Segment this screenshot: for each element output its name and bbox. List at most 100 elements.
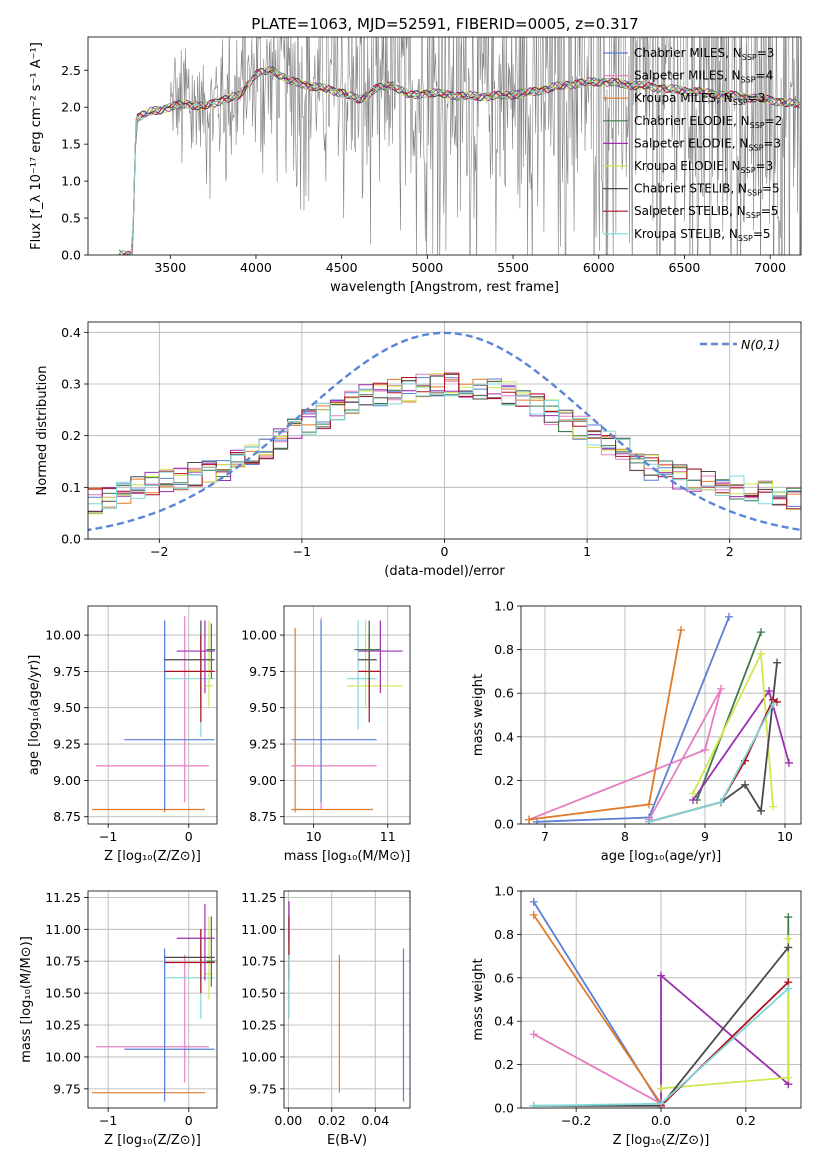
weight-marker: [717, 798, 725, 807]
weight-marker: [529, 910, 538, 919]
weight-marker: [773, 658, 781, 667]
y-tick-label: 0.0: [494, 817, 514, 832]
x-tick-label: 10: [306, 829, 322, 844]
x-tick-label: 0.00: [274, 1113, 302, 1128]
weight-marker: [725, 612, 733, 621]
y-tick-label: 9.75: [249, 1081, 277, 1096]
legend-label: Salpeter MILES, NSSP=4: [634, 69, 773, 85]
weight-marker: [757, 628, 765, 637]
legend-label: Chabrier MILES, NSSP=3: [634, 46, 774, 62]
weight-marker: [769, 802, 777, 811]
x-tick-label: 11: [380, 829, 396, 844]
y-tick-label: 0.6: [494, 686, 514, 701]
x-axis-label: (data-model)/error: [384, 564, 505, 579]
weight-marker: [769, 700, 777, 709]
plot-area-mass-vs-Z: [92, 903, 216, 1102]
axes-residuals: −2 −1 0 1 2 0.0 0.1 0.2 0.3 0.4 (data-model)/error…: [35, 321, 802, 579]
x-tick-label: 4500: [326, 260, 358, 275]
weight-marker: [784, 1073, 793, 1082]
weight-line: [528, 688, 722, 821]
y-tick-label: 8.75: [249, 809, 277, 824]
weight-marker: [529, 1101, 538, 1108]
x-tick-label: 6500: [669, 260, 701, 275]
y-tick-label: 8.75: [53, 809, 81, 824]
legend-label: Chabrier STELIB, NSSP=5: [634, 182, 780, 198]
x-tick-label: 0.04: [361, 1113, 389, 1128]
weight-marker: [645, 817, 653, 824]
axes-age-vs-Z: −1 0 8.75 9.00 9.25 9.50 9.75 10.00 Z [log₁₀(Z/Z…: [27, 605, 218, 864]
legend-label: Salpeter ELODIE, NSSP=3: [634, 136, 781, 152]
axes-mass-vs-EBV: 0.00 0.02 0.04 9.75 10.00 10.25 10.50 10.75 11.0…: [241, 890, 411, 1148]
weight-marker: [741, 780, 749, 789]
axes-frame: [283, 890, 411, 1109]
y-tick-label: 10.00: [45, 628, 81, 643]
weight-marker: [645, 800, 653, 809]
x-axis-label: age [log₁₀(age/yr)]: [601, 849, 722, 864]
weight-marker: [757, 649, 765, 658]
weight-marker: [757, 806, 765, 815]
y-tick-label: 10.25: [45, 1018, 81, 1033]
x-axis-label: mass [log₁₀(M/M⊙)]: [284, 849, 411, 864]
model-spectrum: [118, 70, 800, 255]
weight-line: [692, 688, 790, 801]
axes-mass-vs-Z: −1 0 9.75 10.00 10.25 10.50 10.75 11.00 11.25 Z […: [19, 890, 218, 1148]
x-axis-label: E(B-V): [327, 1133, 367, 1148]
y-tick-label: 9.25: [249, 737, 277, 752]
y-tick-label: 10.75: [241, 954, 277, 969]
x-tick-label: 0: [185, 829, 193, 844]
axes-frame: [87, 36, 802, 256]
weight-line: [533, 1033, 662, 1106]
axes-age-vs-mass: 10 11 8.75 9.00 9.25 9.50 9.75 10.00 mass [log₁₀…: [241, 605, 411, 864]
x-tick-label: 0.0: [651, 1113, 671, 1128]
weight-marker: [701, 745, 709, 754]
legend-label: Kroupa MILES, NSSP=3: [634, 91, 765, 107]
x-tick-label: −2: [150, 544, 168, 559]
y-tick-label: 1.0: [494, 599, 514, 614]
model-spectrum: [130, 66, 800, 255]
weight-line: [696, 631, 762, 801]
y-tick-label: 0.0: [494, 1101, 514, 1116]
weight-marker: [525, 815, 533, 824]
y-axis-label: Normed distribution: [35, 366, 50, 496]
x-tick-label: 2: [726, 544, 734, 559]
legend-label: Chabrier ELODIE, NSSP=2: [634, 114, 782, 130]
y-tick-label: 9.75: [249, 664, 277, 679]
y-tick-label: 0.2: [494, 1057, 514, 1072]
x-tick-label: 0: [441, 544, 449, 559]
y-tick-label: 0.0: [61, 532, 81, 547]
legend-label: Kroupa STELIB, NSSP=5: [634, 227, 771, 243]
y-tick-label: 11.25: [45, 890, 81, 905]
x-tick-label: −1: [99, 1113, 117, 1128]
weight-line: [528, 629, 682, 821]
axes-frame: [520, 605, 802, 825]
y-tick-label: 9.25: [53, 737, 81, 752]
weight-marker: [677, 625, 685, 634]
y-tick-label: 1.5: [61, 137, 81, 152]
x-axis-label: Z [log₁₀(Z/Z⊙)]: [104, 1133, 201, 1148]
y-tick-label: 10.00: [241, 1049, 277, 1064]
x-tick-label: 10: [777, 829, 793, 844]
y-tick-label: 0.0: [61, 248, 81, 263]
y-tick-label: 9.50: [53, 700, 81, 715]
gaussian-curve: [88, 331, 801, 532]
y-tick-label: 0.1: [61, 480, 81, 495]
y-tick-label: 11.00: [45, 922, 81, 937]
x-tick-label: 9: [701, 829, 709, 844]
model-spectrum: [128, 67, 800, 255]
y-axis-label: mass weight: [471, 674, 486, 756]
weight-marker: [765, 687, 773, 696]
weight-marker: [784, 943, 793, 952]
weight-line: [532, 914, 662, 1105]
x-tick-label: −0.2: [561, 1113, 591, 1128]
weight-marker: [657, 971, 665, 980]
y-tick-label: 0.8: [494, 927, 514, 942]
y-tick-label: 10.25: [241, 1018, 277, 1033]
y-tick-label: 0.5: [61, 211, 81, 226]
y-axis-label: age [log₁₀(age/yr)]: [27, 655, 42, 776]
model-spectrum: [118, 65, 800, 255]
y-tick-label: 0.6: [494, 970, 514, 985]
y-tick-label: 0.2: [494, 773, 514, 788]
plot-area-age-vs-mass: [291, 617, 403, 813]
axes-frame: [283, 605, 411, 825]
x-tick-label: 7000: [754, 260, 786, 275]
